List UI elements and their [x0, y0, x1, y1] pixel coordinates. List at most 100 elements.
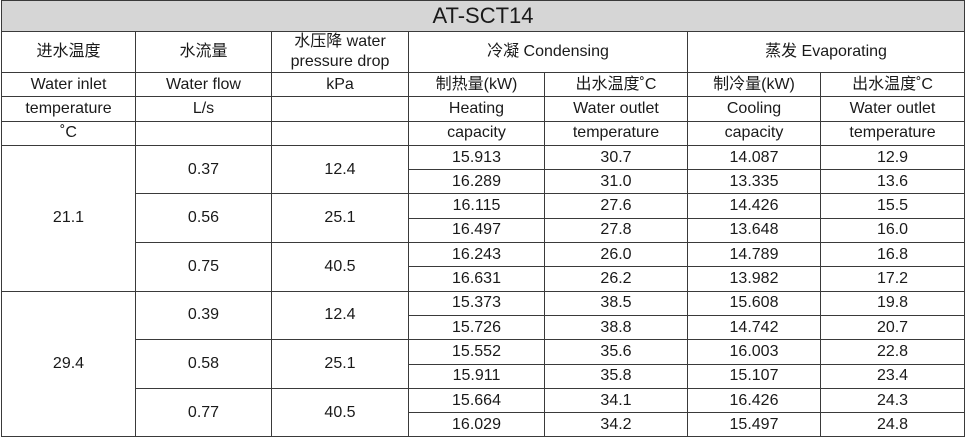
pressure-drop-cell: 12.4	[271, 144, 409, 195]
header-cond-out-en2: temperature	[544, 120, 688, 146]
header-cool-en2: capacity	[687, 120, 821, 146]
cooling-capacity-cell: 16.003	[687, 339, 821, 365]
header-inlet-en1: Water inlet	[1, 71, 136, 98]
condensing-outlet-temp-cell: 26.2	[544, 266, 688, 292]
header-empty-cell	[271, 96, 409, 122]
heating-capacity-cell: 15.552	[408, 339, 545, 365]
pressure-drop-cell: 25.1	[271, 193, 409, 244]
cooling-capacity-cell: 13.335	[687, 169, 821, 195]
evaporating-outlet-temp-cell: 16.8	[819, 242, 965, 268]
heating-capacity-cell: 16.631	[408, 266, 545, 292]
header-evaporating: 蒸发 Evaporating	[686, 31, 965, 73]
water-flow-cell: 0.37	[135, 144, 272, 195]
header-row-3: temperature L/s Heating Water outlet Coo…	[1, 96, 965, 122]
table-row: 15.726 38.8 14.742 20.7	[2, 314, 965, 341]
table-title: AT-SCT14	[0, 0, 965, 32]
header-cond-out-cn: 出水温度˚C	[544, 71, 688, 98]
table-row: 16.631 26.2 13.982 17.2	[2, 266, 965, 292]
header-heat-en1: Heating	[408, 96, 545, 122]
condensing-outlet-temp-cell: 27.8	[544, 217, 688, 244]
cooling-capacity-cell: 15.497	[687, 412, 821, 438]
header-pressure-unit: kPa	[271, 71, 409, 98]
header-cool-en1: Cooling	[687, 96, 821, 122]
header-pressure: 水压降 water pressure drop	[271, 31, 409, 73]
heating-capacity-cell: 15.726	[408, 314, 545, 341]
pressure-drop-cell: 40.5	[271, 387, 409, 438]
evaporating-outlet-temp-cell: 12.9	[819, 144, 965, 171]
table-row: 0.56 25.1 16.115 27.6 14.426 15.5	[2, 193, 965, 244]
water-flow-cell: 0.75	[135, 242, 272, 292]
header-inlet-en2: temperature	[1, 96, 136, 122]
heating-capacity-cell: 16.029	[408, 412, 545, 438]
cooling-capacity-cell: 15.608	[687, 290, 821, 316]
header-evap-out-cn: 出水温度˚C	[819, 71, 965, 98]
condensing-outlet-temp-cell: 34.1	[544, 387, 688, 414]
table-row: 16.029 34.2 15.497 24.8	[2, 412, 965, 438]
water-flow-cell: 0.58	[135, 339, 272, 389]
pressure-drop-cell: 12.4	[271, 290, 409, 341]
condensing-outlet-temp-cell: 38.5	[544, 290, 688, 316]
condensing-outlet-temp-cell: 35.6	[544, 339, 688, 365]
cooling-capacity-cell: 16.426	[687, 387, 821, 414]
condensing-outlet-temp-cell: 26.0	[544, 242, 688, 268]
header-heat-en2: capacity	[408, 120, 545, 146]
evaporating-outlet-temp-cell: 19.8	[819, 290, 965, 316]
condensing-outlet-temp-cell: 34.2	[544, 412, 688, 438]
cooling-capacity-cell: 13.648	[687, 217, 821, 244]
evaporating-outlet-temp-cell: 24.8	[819, 412, 965, 438]
table-row: 16.289 31.0 13.335 13.6	[2, 169, 965, 195]
header-cond-out-en1: Water outlet	[544, 96, 688, 122]
condensing-outlet-temp-cell: 38.8	[544, 314, 688, 341]
header-evap-out-en1: Water outlet	[819, 96, 965, 122]
cooling-capacity-cell: 13.982	[687, 266, 821, 292]
inlet-temperature-cell: 29.4	[1, 290, 136, 438]
heating-capacity-cell: 15.373	[408, 290, 545, 316]
evaporating-outlet-temp-cell: 16.0	[819, 217, 965, 244]
heating-capacity-cell: 15.913	[408, 144, 545, 171]
evaporating-outlet-temp-cell: 23.4	[819, 363, 965, 389]
header-flow-en: Water flow	[135, 71, 272, 98]
header-row-4: ˚C capacity temperature capacity tempera…	[1, 120, 965, 146]
water-flow-cell: 0.77	[135, 387, 272, 438]
cooling-capacity-cell: 14.742	[687, 314, 821, 341]
performance-table: AT-SCT14 进水温度 水流量 水压降 water pressure drop…	[0, 0, 965, 438]
table-row: 15.911 35.8 15.107 23.4	[2, 363, 965, 389]
evaporating-outlet-temp-cell: 24.3	[819, 387, 965, 414]
cooling-capacity-cell: 14.789	[687, 242, 821, 268]
evaporating-outlet-temp-cell: 17.2	[819, 266, 965, 292]
water-flow-cell: 0.39	[135, 290, 272, 341]
condensing-outlet-temp-cell: 27.6	[544, 193, 688, 219]
evaporating-outlet-temp-cell: 15.5	[819, 193, 965, 219]
cooling-capacity-cell: 15.107	[687, 363, 821, 389]
header-row-2: Water inlet Water flow kPa 制热量(kW) 出水温度˚…	[1, 71, 965, 98]
evaporating-outlet-temp-cell: 13.6	[819, 169, 965, 195]
heating-capacity-cell: 16.497	[408, 217, 545, 244]
evaporating-outlet-temp-cell: 22.8	[819, 339, 965, 365]
inlet-temperature-cell: 21.1	[1, 144, 136, 292]
header-heat-cn: 制热量(kW)	[408, 71, 545, 98]
table-row: 0.75 40.5 16.243 26.0 14.789 16.8	[2, 242, 965, 292]
header-empty-cell	[271, 120, 409, 146]
condensing-outlet-temp-cell: 35.8	[544, 363, 688, 389]
pressure-drop-cell: 40.5	[271, 242, 409, 292]
pressure-drop-cell: 25.1	[271, 339, 409, 389]
heating-capacity-cell: 16.289	[408, 169, 545, 195]
header-inlet-cn: 进水温度	[1, 31, 136, 73]
condensing-outlet-temp-cell: 30.7	[544, 144, 688, 171]
table-row: 29.4 0.39 12.4 15.373 38.5 15.608 19.8	[1, 290, 965, 438]
title-row: AT-SCT14	[0, 0, 965, 32]
table-row: 21.1 0.37 12.4 15.913 30.7 14.087 12.9	[1, 144, 965, 292]
header-condensing: 冷凝 Condensing	[408, 31, 688, 73]
heating-capacity-cell: 15.911	[408, 363, 545, 389]
cooling-capacity-cell: 14.087	[687, 144, 821, 171]
header-evap-out-en2: temperature	[819, 120, 965, 146]
header-empty-cell	[135, 120, 272, 146]
header-inlet-unit: ˚C	[1, 120, 136, 146]
header-pressure-line1: 水压降 water	[294, 33, 386, 50]
water-flow-cell: 0.56	[135, 193, 272, 244]
evaporating-outlet-temp-cell: 20.7	[819, 314, 965, 341]
condensing-outlet-temp-cell: 31.0	[544, 169, 688, 195]
heating-capacity-cell: 15.664	[408, 387, 545, 414]
heating-capacity-cell: 16.243	[408, 242, 545, 268]
cooling-capacity-cell: 14.426	[687, 193, 821, 219]
